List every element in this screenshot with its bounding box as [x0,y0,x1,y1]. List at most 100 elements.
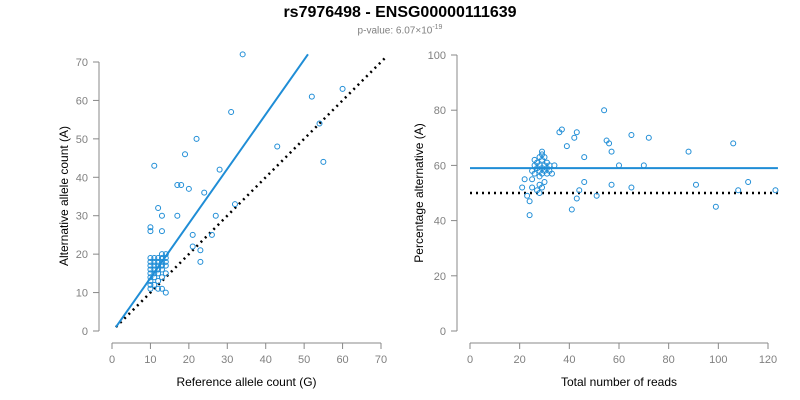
data-point [158,212,165,219]
data-point [730,140,737,147]
data-point [158,274,165,281]
data-point [147,281,154,288]
data-point [628,132,635,139]
p-value-exponent: -19 [432,24,443,31]
x-axis-label: Reference allele count (G) [176,375,316,389]
x-tick-label: 60 [613,354,625,366]
data-point [185,185,192,192]
data-point [155,278,162,285]
data-point [526,198,533,205]
data-point [573,129,580,136]
data-point [162,270,169,277]
y-tick-label: 100 [428,50,446,62]
data-point [526,212,533,219]
data-point [231,201,238,208]
x-tick-label: 10 [144,354,156,366]
x-tick-label: 60 [336,354,348,366]
data-point [608,181,615,188]
data-point [640,162,647,169]
data-point [155,254,162,261]
data-point [581,178,588,185]
data-point [536,190,543,196]
data-point [576,187,583,194]
fit-line [115,53,309,328]
y-tick-label: 80 [434,105,446,117]
data-point [735,187,742,194]
data-point [201,189,208,196]
y-tick-label: 40 [76,172,88,184]
data-point [147,274,154,281]
data-point [616,162,622,169]
data-point [772,187,779,194]
data-point [147,224,154,231]
data-point [147,266,154,273]
data-point [193,135,200,142]
data-point [182,151,189,158]
data-point [174,212,181,219]
data-point [274,143,281,150]
data-point [147,228,154,235]
data-point [529,184,536,191]
data-point [147,258,154,265]
y-tick-label: 20 [76,249,88,261]
data-point [147,278,154,285]
data-point [162,254,169,261]
data-point [531,170,538,177]
data-point [571,134,578,141]
data-point [155,285,162,292]
data-point [197,247,204,254]
data-point [606,140,613,147]
y-tick-label: 70 [76,57,88,69]
x-tick-label: 100 [709,354,727,366]
x-tick-label: 0 [467,354,473,366]
data-point [308,93,315,100]
p-value-text: p-value: 6.07×10 [357,25,433,37]
data-point [158,266,165,273]
data-point [155,205,162,212]
data-point [189,231,196,238]
data-point [162,289,169,296]
data-point [151,254,158,261]
data-point [158,262,165,269]
data-point [645,134,652,141]
x-tick-label: 120 [759,354,777,366]
x-tick-label: 40 [260,354,272,366]
data-point [158,228,165,235]
data-point [147,262,154,269]
y-tick-label: 0 [440,326,446,338]
data-point [189,243,196,250]
data-point [568,206,575,213]
data-point [558,126,565,133]
data-point [155,258,162,265]
percentage-panel: 0 20 40 60 80 100 120 0 20 40 60 80 100 Total number … [412,50,779,389]
y-axis-label: Alternative allele count (A) [57,126,71,266]
data-point [147,270,154,277]
data-point [151,258,158,265]
data-point [151,266,158,273]
y-tick-label: 50 [76,134,88,146]
y-tick-label: 0 [82,326,88,338]
data-point [155,262,162,269]
y-tick-label: 10 [76,288,88,300]
data-point [563,143,570,150]
data-point [147,285,154,292]
data-point [524,192,531,199]
data-point [178,181,185,188]
data-point [158,258,165,265]
data-point [197,258,204,265]
data-point [208,231,215,238]
data-point [174,181,181,188]
data-point [541,178,548,185]
x-tick-label: 20 [183,354,195,366]
data-point [712,203,719,210]
x-axis-label: Total number of reads [561,375,677,389]
y-axis-label: Percentage alternative (A) [412,123,426,262]
data-point [339,85,346,92]
y-tick-label: 30 [76,211,88,223]
data-point [151,281,158,288]
data-point [316,120,323,127]
data-point [216,166,223,173]
data-point [539,148,546,155]
data-point [158,285,165,292]
x-tick-label: 50 [298,354,310,366]
